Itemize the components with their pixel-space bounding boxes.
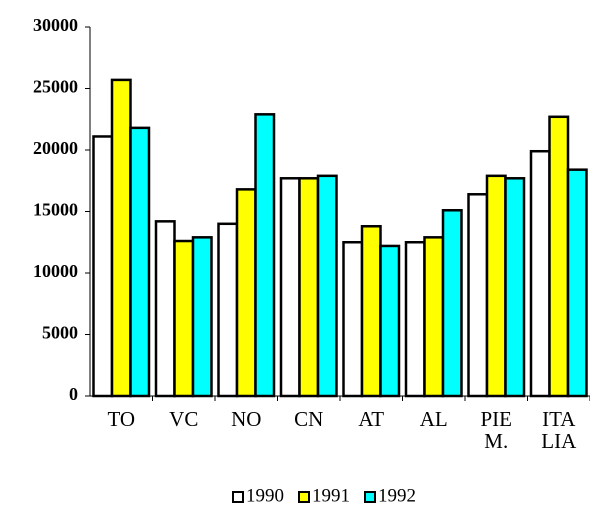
- bar: [342, 241, 364, 398]
- x-tick-label: AL: [419, 407, 448, 431]
- bar: [217, 222, 239, 398]
- legend-swatch: [364, 491, 376, 503]
- x-tick-label: CN: [294, 407, 324, 431]
- bar: [298, 177, 320, 398]
- legend-label: 1990: [246, 485, 284, 506]
- bar: [404, 241, 426, 398]
- bar: [129, 126, 151, 398]
- legend-swatch: [232, 491, 244, 503]
- y-tick-label: 0: [69, 384, 78, 404]
- bar: [504, 177, 526, 398]
- x-tick-label: PIE M.: [480, 407, 513, 453]
- bar: [423, 236, 445, 398]
- x-tick-label: VC: [169, 407, 199, 431]
- x-tick-label: TO: [107, 407, 136, 431]
- bar: [485, 174, 507, 398]
- bar: [529, 149, 551, 398]
- bar: [279, 177, 301, 398]
- legend-label: 1992: [378, 485, 416, 506]
- bar: [173, 239, 195, 398]
- y-tick-label: 30000: [33, 15, 78, 35]
- x-tick-label: AT: [358, 407, 385, 431]
- bar: [441, 209, 463, 398]
- bar: [566, 168, 588, 398]
- y-tick-label: 25000: [33, 77, 78, 97]
- bar: [360, 225, 382, 398]
- bar: [316, 174, 338, 398]
- bar: [110, 78, 132, 398]
- y-tick-label: 5000: [42, 323, 78, 343]
- y-tick-label: 20000: [33, 138, 78, 158]
- bar: [467, 193, 489, 398]
- x-tick-label: NO: [231, 407, 262, 431]
- bar: [548, 115, 570, 398]
- x-tick-label: ITA LIA: [541, 407, 577, 453]
- y-tick-label: 15000: [33, 200, 78, 220]
- bar: [379, 244, 401, 398]
- legend-swatch: [298, 491, 310, 503]
- y-tick-label: 10000: [33, 261, 78, 281]
- legend-label: 1991: [312, 485, 350, 506]
- bar: [154, 220, 176, 398]
- bar: [235, 188, 257, 398]
- bar: [191, 236, 213, 398]
- bar: [92, 135, 114, 398]
- bar: [254, 113, 276, 398]
